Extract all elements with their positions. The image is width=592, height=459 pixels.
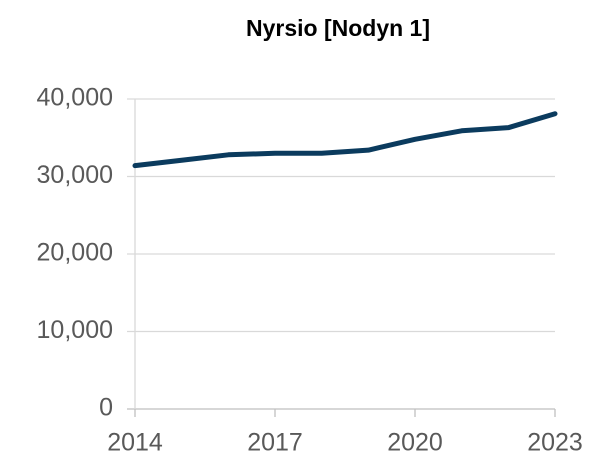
x-tick-label: 2014 [107, 429, 163, 457]
y-tick-label: 20,000 [37, 239, 113, 267]
chart-title: Nyrsio [Nodyn 1] [246, 15, 430, 41]
y-tick-label: 10,000 [37, 316, 113, 344]
x-tick-label: 2020 [387, 429, 443, 457]
y-tick-label: 40,000 [37, 84, 113, 112]
data-line [132, 111, 558, 169]
x-tick-label: 2023 [527, 429, 583, 457]
y-tick-label: 0 [99, 394, 113, 422]
x-tick-label: 2017 [247, 429, 303, 457]
y-tick-label: 30,000 [37, 161, 113, 189]
